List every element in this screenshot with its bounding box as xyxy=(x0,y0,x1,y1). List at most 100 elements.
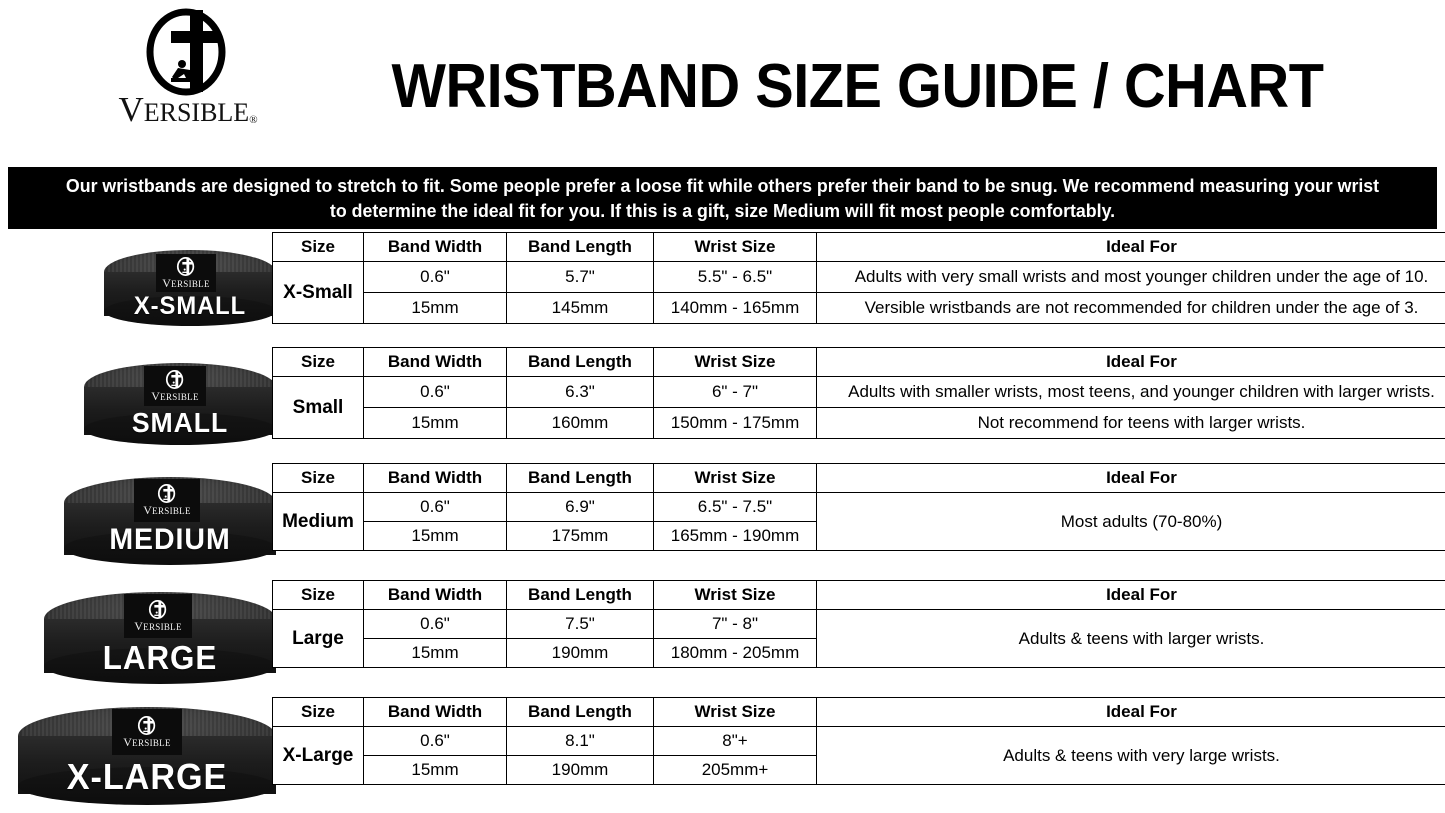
size-chart-body: VERSIBLE X-SMALL Size Band Width Band Le… xyxy=(0,232,1445,812)
cell-size-value: Large xyxy=(272,609,364,668)
cell-band-width-mm: 15mm xyxy=(363,407,507,439)
band-label-wordmark: VERSIBLE xyxy=(151,388,199,403)
table-row-inches: Large 0.6" 7.5" 7" - 8" Adults & teens w… xyxy=(272,609,1445,668)
table-row-mm: 15mm 190mm 205mm+ xyxy=(273,755,1445,785)
table-row-inches: Small 0.6" 6.3" 6" - 7" Adults with smal… xyxy=(272,376,1445,439)
cell-ideal-for-line1: Adults with smaller wrists, most teens, … xyxy=(816,376,1445,408)
size-table-small: Size Band Width Band Length Wrist Size I… xyxy=(272,347,1445,439)
info-banner: Our wristbands are designed to stretch t… xyxy=(8,167,1437,229)
table-row-inches: X-Small 0.6" 5.7" 5.5" - 6.5" Adults wit… xyxy=(272,261,1445,324)
cell-ideal-for-line1: Adults & teens with very large wrists. xyxy=(816,726,1445,785)
cell-band-width-in: 0.6" xyxy=(363,492,507,522)
band-bottom-edge xyxy=(64,531,276,565)
cell-band-width-in: 0.6" xyxy=(363,726,507,756)
table-header-row: Size Band Width Band Length Wrist Size I… xyxy=(272,463,1445,493)
header-band-length: Band Length xyxy=(506,697,654,727)
header-band-width: Band Width xyxy=(363,697,507,727)
cell-band-width-mm: 15mm xyxy=(363,638,507,668)
table-row-inches: X-Large 0.6" 8.1" 8"+ Adults & teens wit… xyxy=(272,726,1445,785)
header-size: Size xyxy=(272,232,364,262)
cell-band-width-in: 0.6" xyxy=(363,261,507,293)
cell-band-length-mm: 190mm xyxy=(506,755,654,785)
wristband-art-x-large: VERSIBLE X-LARGE xyxy=(18,707,276,811)
band-label-wordmark: VERSIBLE xyxy=(123,734,171,749)
cell-band-width-mm: 15mm xyxy=(363,521,507,551)
cell-size-value: Small xyxy=(272,376,364,439)
header-wrist-size: Wrist Size xyxy=(653,580,817,610)
header-ideal-for: Ideal For xyxy=(816,347,1445,377)
band-brand-label: VERSIBLE xyxy=(144,366,206,406)
band-label-logo-icon xyxy=(148,599,167,619)
size-row-x-small: VERSIBLE X-SMALL Size Band Width Band Le… xyxy=(0,232,1445,332)
registered-mark: ® xyxy=(249,114,258,126)
header-band-length: Band Length xyxy=(506,580,654,610)
band-label-wordmark: VERSIBLE xyxy=(134,618,182,633)
band-brand-label: VERSIBLE xyxy=(124,594,192,638)
brand-wordmark-rest: ERSIBLE xyxy=(143,98,250,127)
band-size-text-x-small: X-SMALL xyxy=(133,292,247,320)
cell-wrist-size-in: 6.5" - 7.5" xyxy=(653,492,817,522)
band-bottom-edge xyxy=(44,648,276,684)
cell-band-length-in: 8.1" xyxy=(506,726,654,756)
table-row-mm: 15mm 160mm 150mm - 175mm Not recommend f… xyxy=(273,407,1445,439)
size-row-small: VERSIBLE SMALL Size Band Width Band Leng… xyxy=(0,347,1445,452)
table-row-mm: 15mm 175mm 165mm - 190mm xyxy=(273,521,1445,551)
size-table-x-small: Size Band Width Band Length Wrist Size I… xyxy=(272,232,1445,324)
band-size-text-small: SMALL xyxy=(131,407,229,438)
header-band-width: Band Width xyxy=(363,232,507,262)
cell-band-length-in: 7.5" xyxy=(506,609,654,639)
header-wrist-size: Wrist Size xyxy=(653,347,817,377)
header-band-length: Band Length xyxy=(506,232,654,262)
header-ideal-for: Ideal For xyxy=(816,580,1445,610)
header-wrist-size: Wrist Size xyxy=(653,697,817,727)
band-label-logo-icon xyxy=(176,256,195,276)
cell-wrist-size-in: 5.5" - 6.5" xyxy=(653,261,817,293)
cell-wrist-size-in: 7" - 8" xyxy=(653,609,817,639)
cell-wrist-size-mm: 140mm - 165mm xyxy=(653,292,817,324)
header-ideal-for: Ideal For xyxy=(816,697,1445,727)
brand-logo: VERSIBLE® xyxy=(88,8,288,136)
wristband-art-large: VERSIBLE LARGE xyxy=(44,592,276,690)
cell-band-length-in: 6.3" xyxy=(506,376,654,408)
table-row-inches: Medium 0.6" 6.9" 6.5" - 7.5" Most adults… xyxy=(272,492,1445,551)
cell-ideal-for-line1: Adults & teens with larger wrists. xyxy=(816,609,1445,668)
cell-band-length-mm: 160mm xyxy=(506,407,654,439)
page-title: WRISTBAND SIZE GUIDE / CHART xyxy=(391,52,1324,121)
cell-ideal-for-line2: Versible wristbands are not recommended … xyxy=(816,292,1445,324)
cell-wrist-size-mm: 165mm - 190mm xyxy=(653,521,817,551)
wristband-art-medium: VERSIBLE MEDIUM xyxy=(64,477,276,571)
band-size-text-x-large: X-LARGE xyxy=(66,756,228,797)
cell-band-length-mm: 175mm xyxy=(506,521,654,551)
band-bottom-edge xyxy=(84,413,276,445)
page-header: VERSIBLE® WRISTBAND SIZE GUIDE / CHART xyxy=(0,0,1445,160)
wristband-art-x-small: VERSIBLE X-SMALL xyxy=(104,250,276,330)
band-label-logo-icon xyxy=(137,715,156,735)
size-table-medium: Size Band Width Band Length Wrist Size I… xyxy=(272,463,1445,551)
header-size: Size xyxy=(272,347,364,377)
cell-wrist-size-mm: 150mm - 175mm xyxy=(653,407,817,439)
cell-size-value: X-Small xyxy=(272,261,364,324)
band-bottom-edge xyxy=(104,296,276,326)
table-row-mm: 15mm 145mm 140mm - 165mm Versible wristb… xyxy=(273,292,1445,324)
cell-band-width-in: 0.6" xyxy=(363,376,507,408)
header-ideal-for: Ideal For xyxy=(816,463,1445,493)
header-wrist-size: Wrist Size xyxy=(653,232,817,262)
band-size-text-medium: MEDIUM xyxy=(109,523,231,556)
band-label-wordmark: VERSIBLE xyxy=(143,503,191,517)
circle-cross-kneeling-figure-logo-icon xyxy=(142,8,234,96)
band-label-logo-icon xyxy=(165,369,184,389)
cell-wrist-size-in: 6" - 7" xyxy=(653,376,817,408)
table-header-row: Size Band Width Band Length Wrist Size I… xyxy=(272,580,1445,610)
cell-ideal-for-line1: Most adults (70-80%) xyxy=(816,492,1445,551)
cell-ideal-for-line1: Adults with very small wrists and most y… xyxy=(816,261,1445,293)
cell-band-length-mm: 190mm xyxy=(506,638,654,668)
cell-band-length-in: 6.9" xyxy=(506,492,654,522)
header-band-width: Band Width xyxy=(363,347,507,377)
band-brand-label: VERSIBLE xyxy=(112,709,182,755)
band-size-text-large: LARGE xyxy=(102,639,218,676)
table-row-mm: 15mm 190mm 180mm - 205mm xyxy=(273,638,1445,668)
band-label-logo-icon xyxy=(157,484,176,503)
size-table-large: Size Band Width Band Length Wrist Size I… xyxy=(272,580,1445,668)
band-brand-label: VERSIBLE xyxy=(156,254,216,292)
header-band-width: Band Width xyxy=(363,580,507,610)
